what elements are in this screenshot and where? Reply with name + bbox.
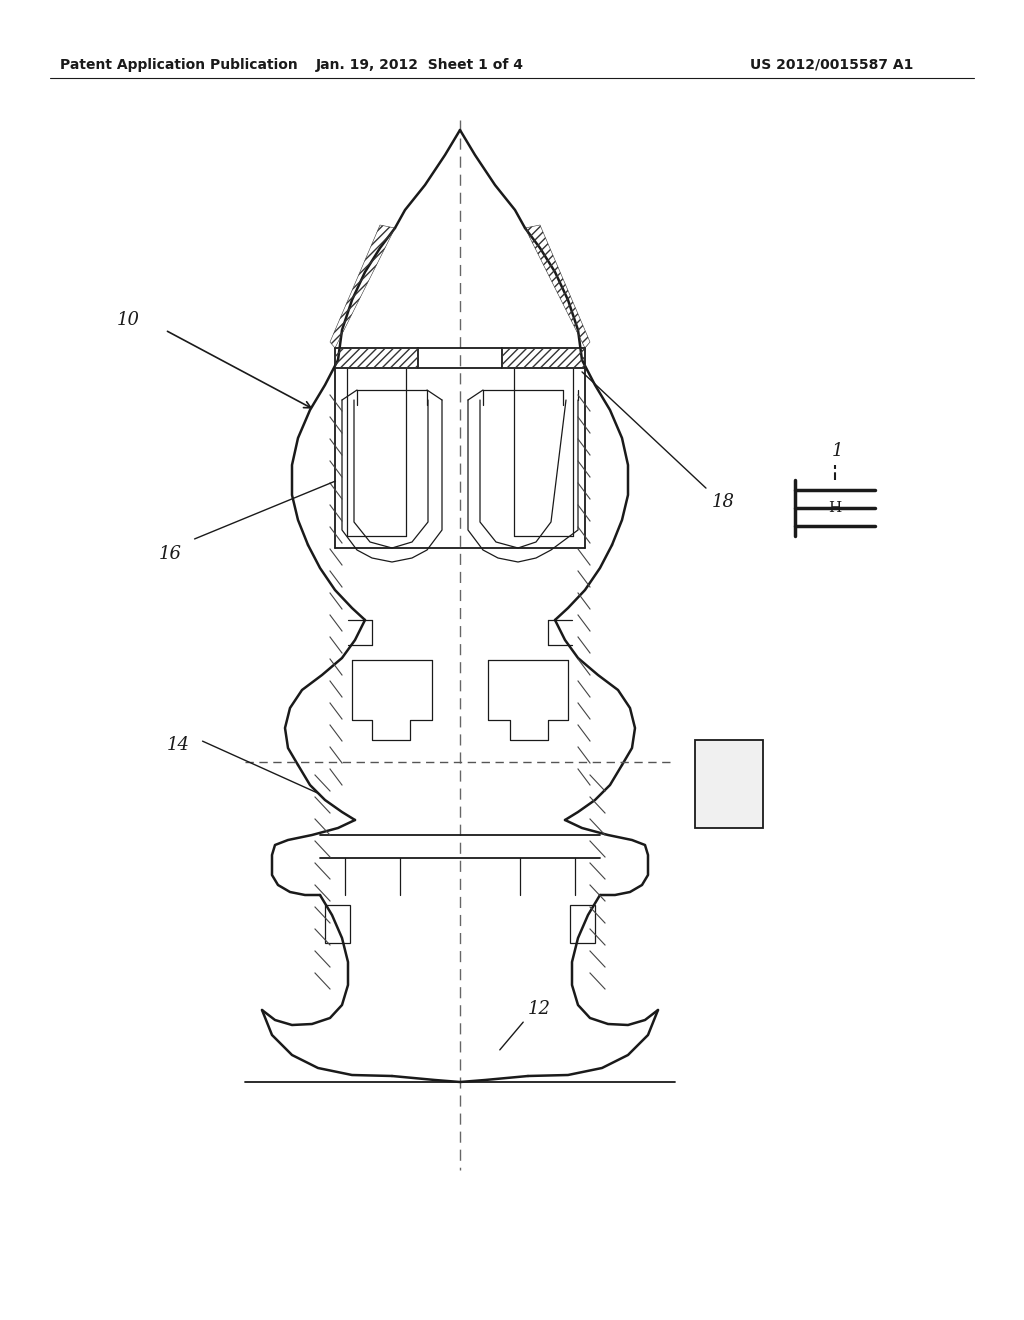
Bar bbox=[325, 906, 350, 942]
Text: 18: 18 bbox=[712, 492, 735, 511]
Text: H: H bbox=[828, 502, 842, 515]
Bar bbox=[570, 906, 595, 942]
Text: 12: 12 bbox=[528, 1001, 551, 1018]
Text: 10: 10 bbox=[117, 312, 140, 329]
Text: 14: 14 bbox=[167, 737, 190, 754]
Text: US 2012/0015587 A1: US 2012/0015587 A1 bbox=[750, 58, 913, 73]
Text: 1: 1 bbox=[831, 442, 843, 459]
Text: Patent Application Publication: Patent Application Publication bbox=[60, 58, 298, 73]
Text: 16: 16 bbox=[159, 545, 182, 564]
Text: Jan. 19, 2012  Sheet 1 of 4: Jan. 19, 2012 Sheet 1 of 4 bbox=[316, 58, 524, 73]
Bar bbox=[695, 741, 763, 828]
